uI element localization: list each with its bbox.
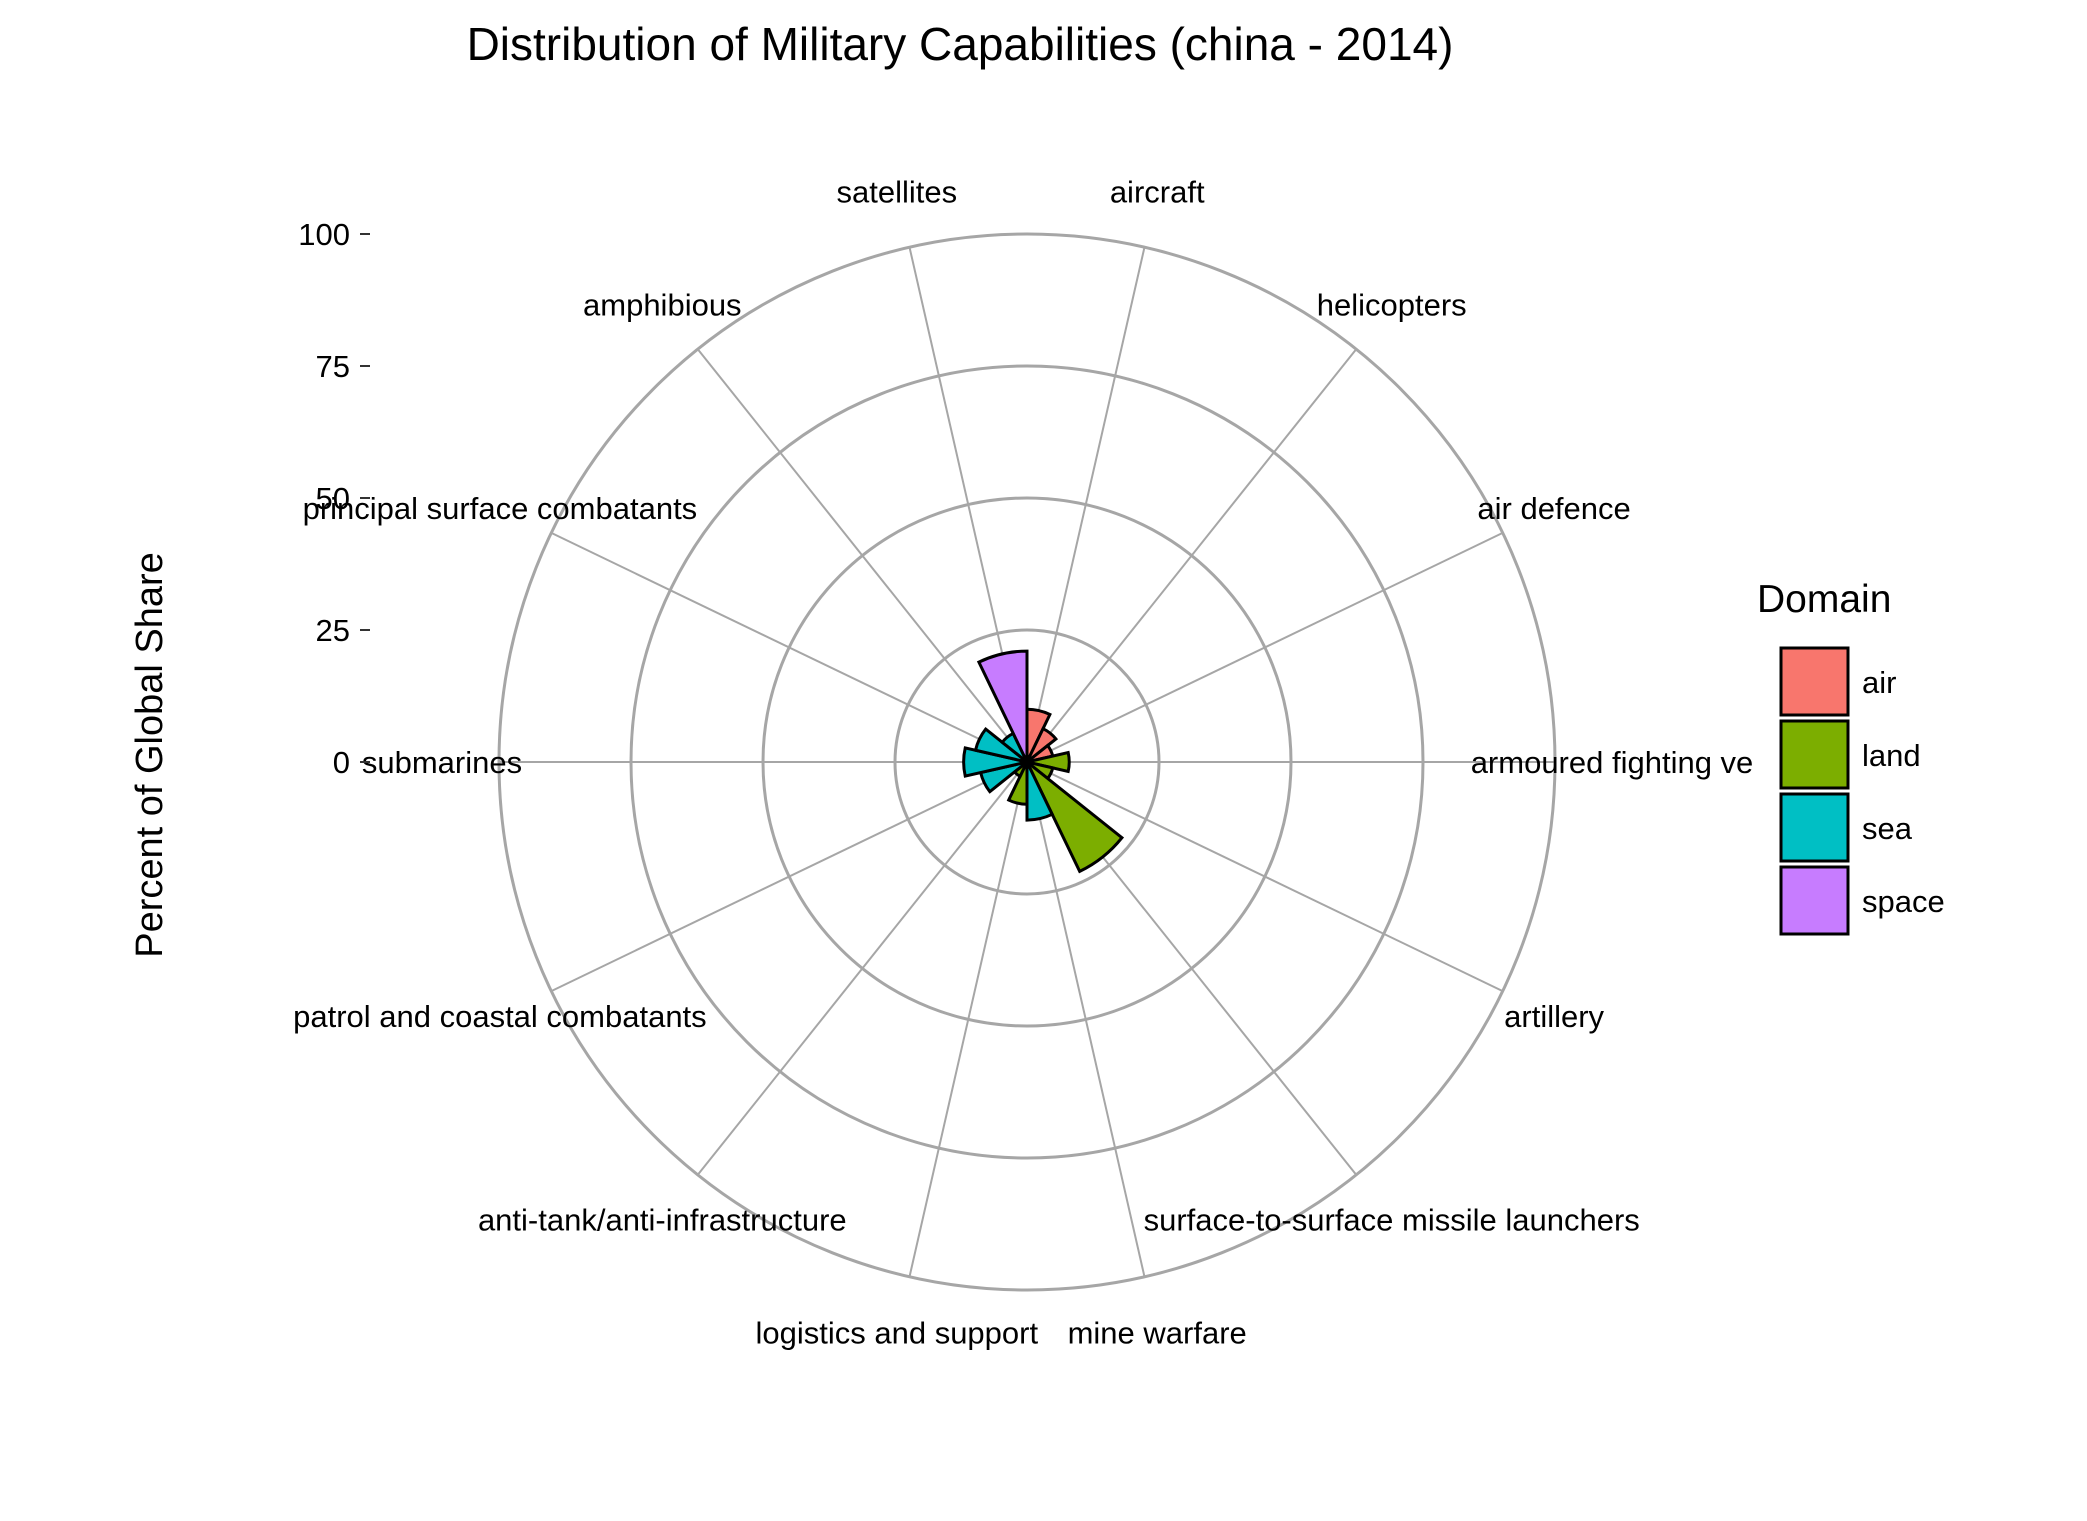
category-label: mine warfare [1068,1315,1247,1350]
grid-spoke [1026,348,1357,763]
y-tick-label: 50 [316,481,350,516]
grid-spoke [550,761,1028,993]
legend-swatch-land [1779,719,1850,790]
legend: Domain air land sea space [1757,578,1945,936]
chart-title: Distribution of Military Capabilities (c… [467,18,1454,70]
y-tick-label: 0 [333,745,350,780]
bar-principal-surface-combatants [973,726,1028,764]
category-label: anti-tank/anti-infrastructure [478,1202,847,1237]
bar-satellites [976,649,1029,763]
legend-label-land: land [1862,738,1921,773]
legend-label-space: space [1862,884,1945,919]
category-label: armoured fighting ve [1471,745,1754,780]
grid-spoke [550,531,1028,763]
bars [962,649,1125,874]
y-tick-label: 25 [316,613,350,648]
bar-mine-warfare [1025,761,1055,822]
category-label: logistics and support [755,1315,1038,1350]
legend-swatch-space [1779,865,1850,936]
bar-armoured-fighting-vehicles [1026,750,1071,774]
legend-title: Domain [1757,578,1891,621]
grid-spoke [1026,246,1146,763]
legend-label-sea: sea [1862,811,1913,846]
grid-spoke [1026,761,1504,993]
category-label: amphibious [583,288,742,323]
category-label: surface-to-surface missile launchers [1144,1202,1640,1237]
category-labels: aircraft helicopters air defence armoured f… [293,175,1753,1351]
grid [497,232,1557,1292]
bar-surface-to-surface-missile-launchers [1025,760,1125,874]
category-label: aircraft [1110,175,1205,210]
grid-spoke [1026,531,1504,763]
bar-submarines [962,746,1028,778]
grid-spoke [908,761,1028,1278]
legend-swatch-air [1779,646,1850,717]
grid-spoke [697,761,1028,1176]
category-label: submarines [362,745,522,780]
legend-swatch-sea [1779,792,1850,863]
category-label: artillery [1504,999,1604,1034]
bar-helicopters [1025,726,1059,764]
grid-spoke [697,348,1028,763]
y-tick-label: 100 [298,217,350,252]
category-label: principal surface combatants [303,491,698,526]
category-label: satellites [836,175,957,210]
y-axis-ticks: 0 25 50 75 100 [298,217,370,780]
category-label: patrol and coastal combatants [293,999,707,1034]
y-axis-label: Percent of Global Share [129,552,171,958]
y-tick-label: 75 [316,349,350,384]
grid-spoke [1026,761,1146,1278]
legend-label-air: air [1862,665,1896,700]
category-label: helicopters [1317,288,1467,323]
category-label: air defence [1477,491,1630,526]
